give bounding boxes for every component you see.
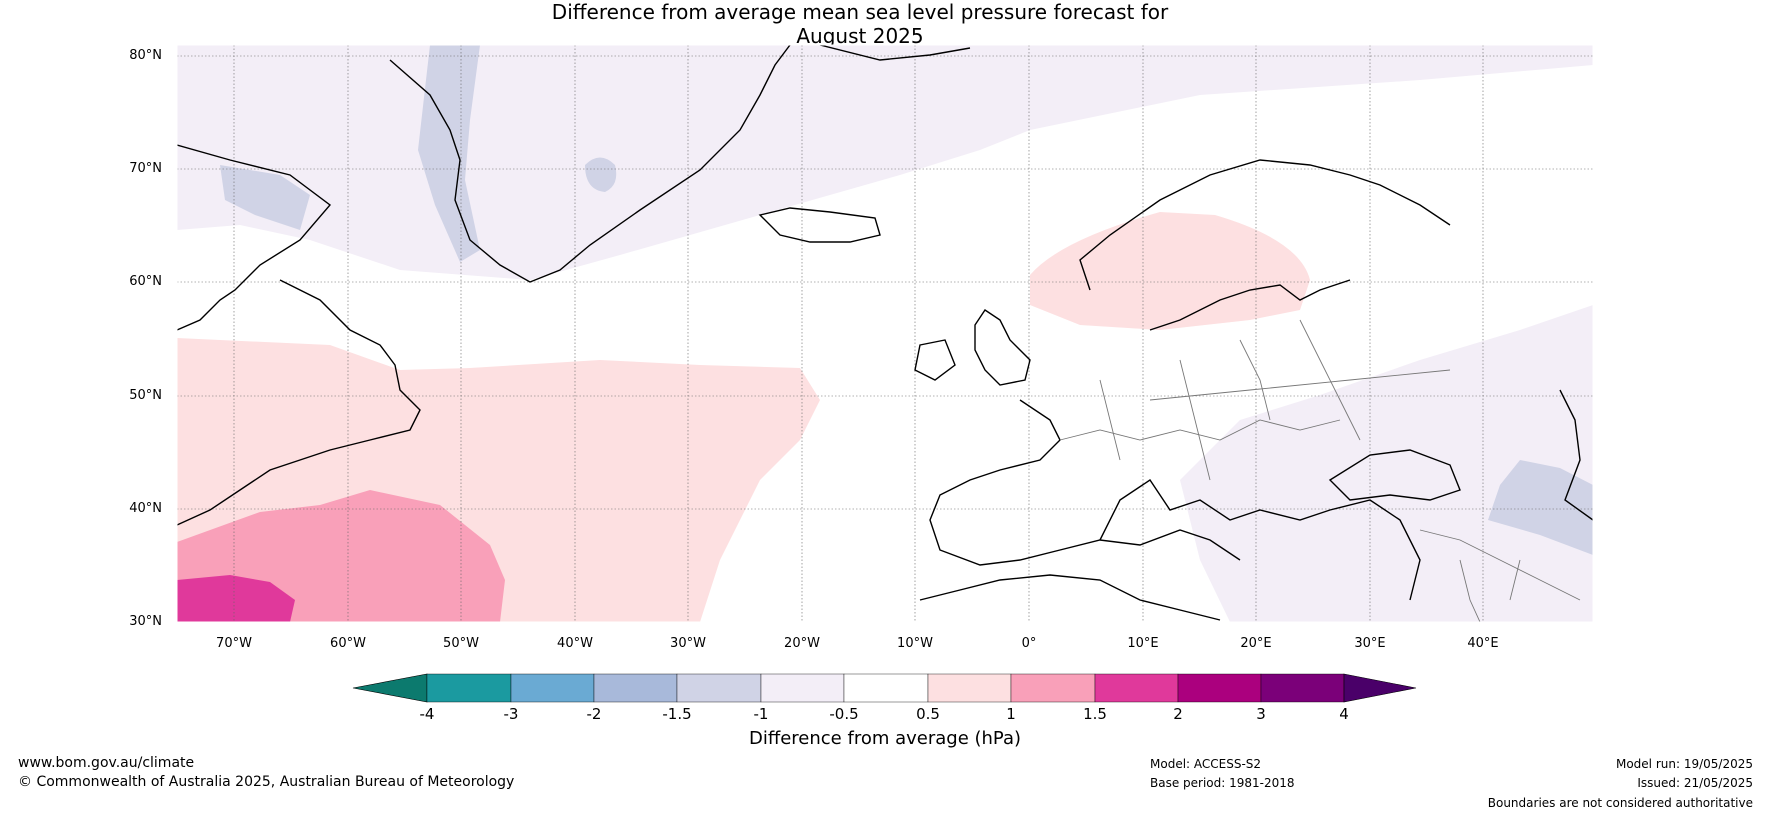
lat-label-80n: 80°N: [129, 48, 162, 63]
footer-model-run: Model run: 19/05/2025: [1615, 757, 1753, 771]
footer-model: Model: ACCESS-S2: [1150, 757, 1262, 771]
lon-label-10w: 10°W: [897, 636, 933, 651]
anomaly-pos-scandinavia: [1030, 212, 1310, 330]
map-frame: [176, 44, 1594, 623]
lon-label-40e: 40°E: [1467, 636, 1499, 651]
colorbar-cell: [927, 673, 1012, 703]
lat-label-30n: 30°N: [129, 614, 162, 629]
map-title: Difference from average mean sea level p…: [540, 0, 1180, 48]
footer-website: www.bom.gov.au/climate: [18, 755, 195, 771]
coastlines: [177, 45, 1593, 621]
coastline-canada: [177, 144, 332, 331]
coastline-iceland: [758, 207, 881, 243]
lon-label-60w: 60°W: [330, 636, 366, 651]
colorbar-tick-label: 3: [1256, 705, 1266, 723]
lon-label-0: 0°: [1021, 636, 1037, 651]
pressure-anomaly-map: [176, 44, 1594, 623]
colorbar-cell: [843, 673, 929, 703]
graticule: [177, 45, 1593, 622]
colorbar-title: Difference from average (hPa): [748, 728, 1022, 749]
lon-label-30e: 30°E: [1354, 636, 1386, 651]
anomaly-neg-north: [177, 45, 1593, 280]
colorbar-cell: [1260, 673, 1345, 703]
colorbar-cell: [676, 673, 762, 703]
colorbar-tick-label: -4: [419, 705, 435, 723]
borders-middle-east: [1419, 529, 1581, 622]
coastline-greenland: [389, 45, 791, 283]
coastline-europe-west: [929, 399, 1241, 566]
anomaly-neg-southeast: [1180, 305, 1593, 622]
coastline-mediterranean: [1099, 479, 1421, 601]
anomaly-neg-greenland-strip: [418, 45, 480, 262]
footer-copyright: © Commonwealth of Australia 2025, Austra…: [18, 774, 515, 790]
lon-label-30w: 30°W: [670, 636, 706, 651]
colorbar-extend-high: [1343, 673, 1417, 703]
coastline-baltic: [1149, 279, 1351, 331]
colorbar-tick-label: 4: [1339, 705, 1349, 723]
footer-disclaimer: Boundaries are not considered authoritat…: [1487, 796, 1753, 810]
coastline-british-isles: [914, 309, 1031, 386]
colorbar-cell: [593, 673, 678, 703]
footer-base-period: Base period: 1981-2018: [1150, 776, 1295, 790]
colorbar-tick-label: 2: [1173, 705, 1183, 723]
lat-label-40n: 40°N: [129, 501, 162, 516]
colorbar-tick-label: 1: [1006, 705, 1016, 723]
footer-issued: Issued: 21/05/2025: [1637, 776, 1753, 790]
colorbar-tick-label: -1.5: [662, 705, 692, 723]
anomaly-neg-caspian: [1488, 460, 1593, 555]
coastline-norway: [1079, 159, 1451, 291]
colorbar-tick-label: -3: [503, 705, 519, 723]
colorbar-cell: [1177, 673, 1262, 703]
borders-europe: [1059, 319, 1451, 481]
map-title-line1: Difference from average mean sea level p…: [551, 0, 1169, 24]
colorbar-tick-label: 1.5: [1083, 705, 1107, 723]
country-borders: [1059, 319, 1581, 622]
colorbar-extend-low: [352, 673, 428, 703]
colorbar-tick-label: -0.5: [829, 705, 859, 723]
lat-label-70n: 70°N: [129, 161, 162, 176]
colorbar-tick-label: 0.5: [916, 705, 940, 723]
colorbar-cell: [426, 673, 512, 703]
anomaly-neg-baffin: [220, 165, 310, 230]
colorbar-cell: [1010, 673, 1096, 703]
coastline-greenland-north: [819, 45, 971, 61]
lon-label-70w: 70°W: [216, 636, 252, 651]
anomaly-neg-small-blob: [585, 157, 617, 192]
lon-label-20e: 20°E: [1240, 636, 1272, 651]
lat-label-50n: 50°N: [129, 388, 162, 403]
colorbar-cell: [1094, 673, 1179, 703]
map-title-line2: August 2025: [796, 24, 924, 48]
colorbar-tick-label: -1: [753, 705, 769, 723]
lon-label-20w: 20°W: [784, 636, 820, 651]
lon-label-40w: 40°W: [557, 636, 593, 651]
coastline-north-africa: [919, 574, 1221, 621]
lon-label-10e: 10°E: [1127, 636, 1159, 651]
coastline-labrador: [177, 279, 421, 526]
lat-label-60n: 60°N: [129, 274, 162, 289]
anomaly-pos-strong: [177, 575, 295, 622]
lon-label-50w: 50°W: [443, 636, 479, 651]
colorbar-cell: [760, 673, 845, 703]
colorbar-tick-label: -2: [586, 705, 602, 723]
coastline-caspian: [1559, 389, 1593, 521]
coastline-black-sea: [1328, 449, 1461, 501]
colorbar-cell: [510, 673, 595, 703]
